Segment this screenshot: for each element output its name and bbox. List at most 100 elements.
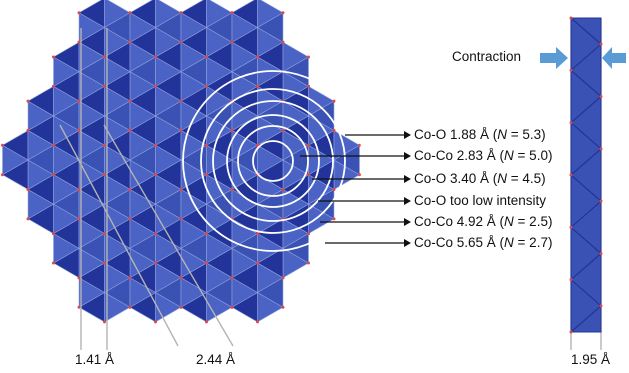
shell-label-value: = 5.3) [507,127,546,142]
oxygen-vertex [77,187,81,191]
contraction-arrows [540,47,626,69]
oxygen-vertex [179,99,183,103]
shell-label-n: N [497,171,507,186]
oxygen-vertex [1,173,5,177]
oxygen-vertex [230,187,234,191]
oxygen-vertex [307,173,310,177]
octahedron [154,217,208,280]
shell-leader-arrowhead [404,218,411,226]
oxygen-vertex [103,84,106,88]
oxygen-vertex [179,217,183,221]
coordination-shell-rings [182,70,364,252]
oxygen-vertex [569,121,573,125]
oxygen-vertex [307,143,311,147]
shell-label-value: = 5.0) [514,148,553,163]
oxygen-vertex [256,84,259,88]
oxygen-vertex [256,143,260,147]
shell-leader-arrowhead [404,239,411,247]
oxygen-vertex [230,276,234,280]
oxygen-vertex [52,232,56,236]
octahedron [230,173,285,236]
oxygen-vertex [281,305,285,309]
oxygen-vertex [103,232,107,236]
shell-label: Co-O 1.88 Å (N = 5.3) [414,127,546,142]
shell-ring [200,88,346,234]
octahedron [52,217,106,280]
shell-ring [182,70,364,252]
oxygen-vertex [77,129,81,133]
octahedron [154,129,208,191]
oxygen-vertex [77,40,81,44]
contraction-arrow-left [540,47,568,69]
octahedron-facet [282,56,309,87]
oxygen-vertex [26,187,30,191]
oxygen-vertex [599,252,603,255]
oxygen-vertex [103,55,107,59]
octahedron [1,129,55,191]
octahedron [103,217,157,280]
oxygen-vertex [306,261,310,265]
oxygen-vertex [154,173,157,177]
oxygen-vertex [256,55,260,59]
oxygen-vertex [569,68,573,72]
shell-leader-arrowhead [404,131,411,139]
oxygen-vertex [52,84,55,88]
octahedron [205,40,259,103]
oxygen-vertex [569,278,573,282]
oxygen-vertex [52,55,56,59]
oxygen-vertex [128,11,132,15]
oxygen-vertex [256,261,259,265]
oxygen-vertex [569,173,573,177]
oxygen-vertex [103,320,106,324]
shell-label: Co-O too low intensity [414,193,546,208]
oxygen-vertex [103,173,106,177]
oxygen-vertex [52,261,56,265]
oxygen-vertex [599,147,603,151]
octahedron [26,84,81,147]
oxygen-vertex [154,143,158,147]
oxygen-vertex [179,40,183,44]
shell-label-text: Co-Co 4.92 Å ( [414,214,505,229]
oxygen-vertex [179,276,183,280]
distance-label-1-95: 1.95 Å [571,352,610,367]
oxygen-vertex [52,143,56,147]
shell-label: Co-Co 4.92 Å (N = 2.5) [414,214,552,229]
oxygen-vertex [230,11,234,15]
shell-label-value: = 2.5) [514,214,553,229]
shell-label-value: = 2.7) [514,235,553,250]
oxygen-vertex [128,305,132,309]
octahedral-layer-top-view [1,0,361,324]
oxygen-vertex [128,129,132,133]
octahedron [230,261,285,324]
oxygen-vertex [154,232,158,236]
oxygen-vertex [205,261,208,265]
oxygen-vertex [179,305,183,309]
octahedron [128,173,183,236]
oxygen-vertex [599,304,603,308]
oxygen-vertex [357,143,361,147]
contraction-arrow-right [602,47,626,69]
octahedron [26,173,81,236]
oxygen-vertex [599,42,603,46]
oxygen-vertex [205,173,208,177]
shell-ring [237,125,309,197]
oxygen-vertex [569,16,573,20]
oxygen-vertex [77,217,81,221]
shell-label-n: N [504,148,514,163]
contraction-label: Contraction [452,49,521,64]
oxygen-vertex [281,276,285,280]
oxygen-vertex [128,40,132,44]
oxygen-vertex [256,232,260,236]
shell-label-value: = 4.5) [507,171,546,186]
shell-label-n: N [497,127,507,142]
oxygen-vertex [230,305,234,309]
oxygen-vertex [230,40,234,44]
shell-label-text: Co-O 1.88 Å ( [414,127,498,142]
oxygen-vertex [179,11,183,15]
oxygen-vertex [1,143,5,147]
oxygen-vertex [599,95,603,98]
oxygen-vertex [332,99,336,103]
oxygen-vertex [26,129,30,133]
shell-label-n: N [504,214,514,229]
